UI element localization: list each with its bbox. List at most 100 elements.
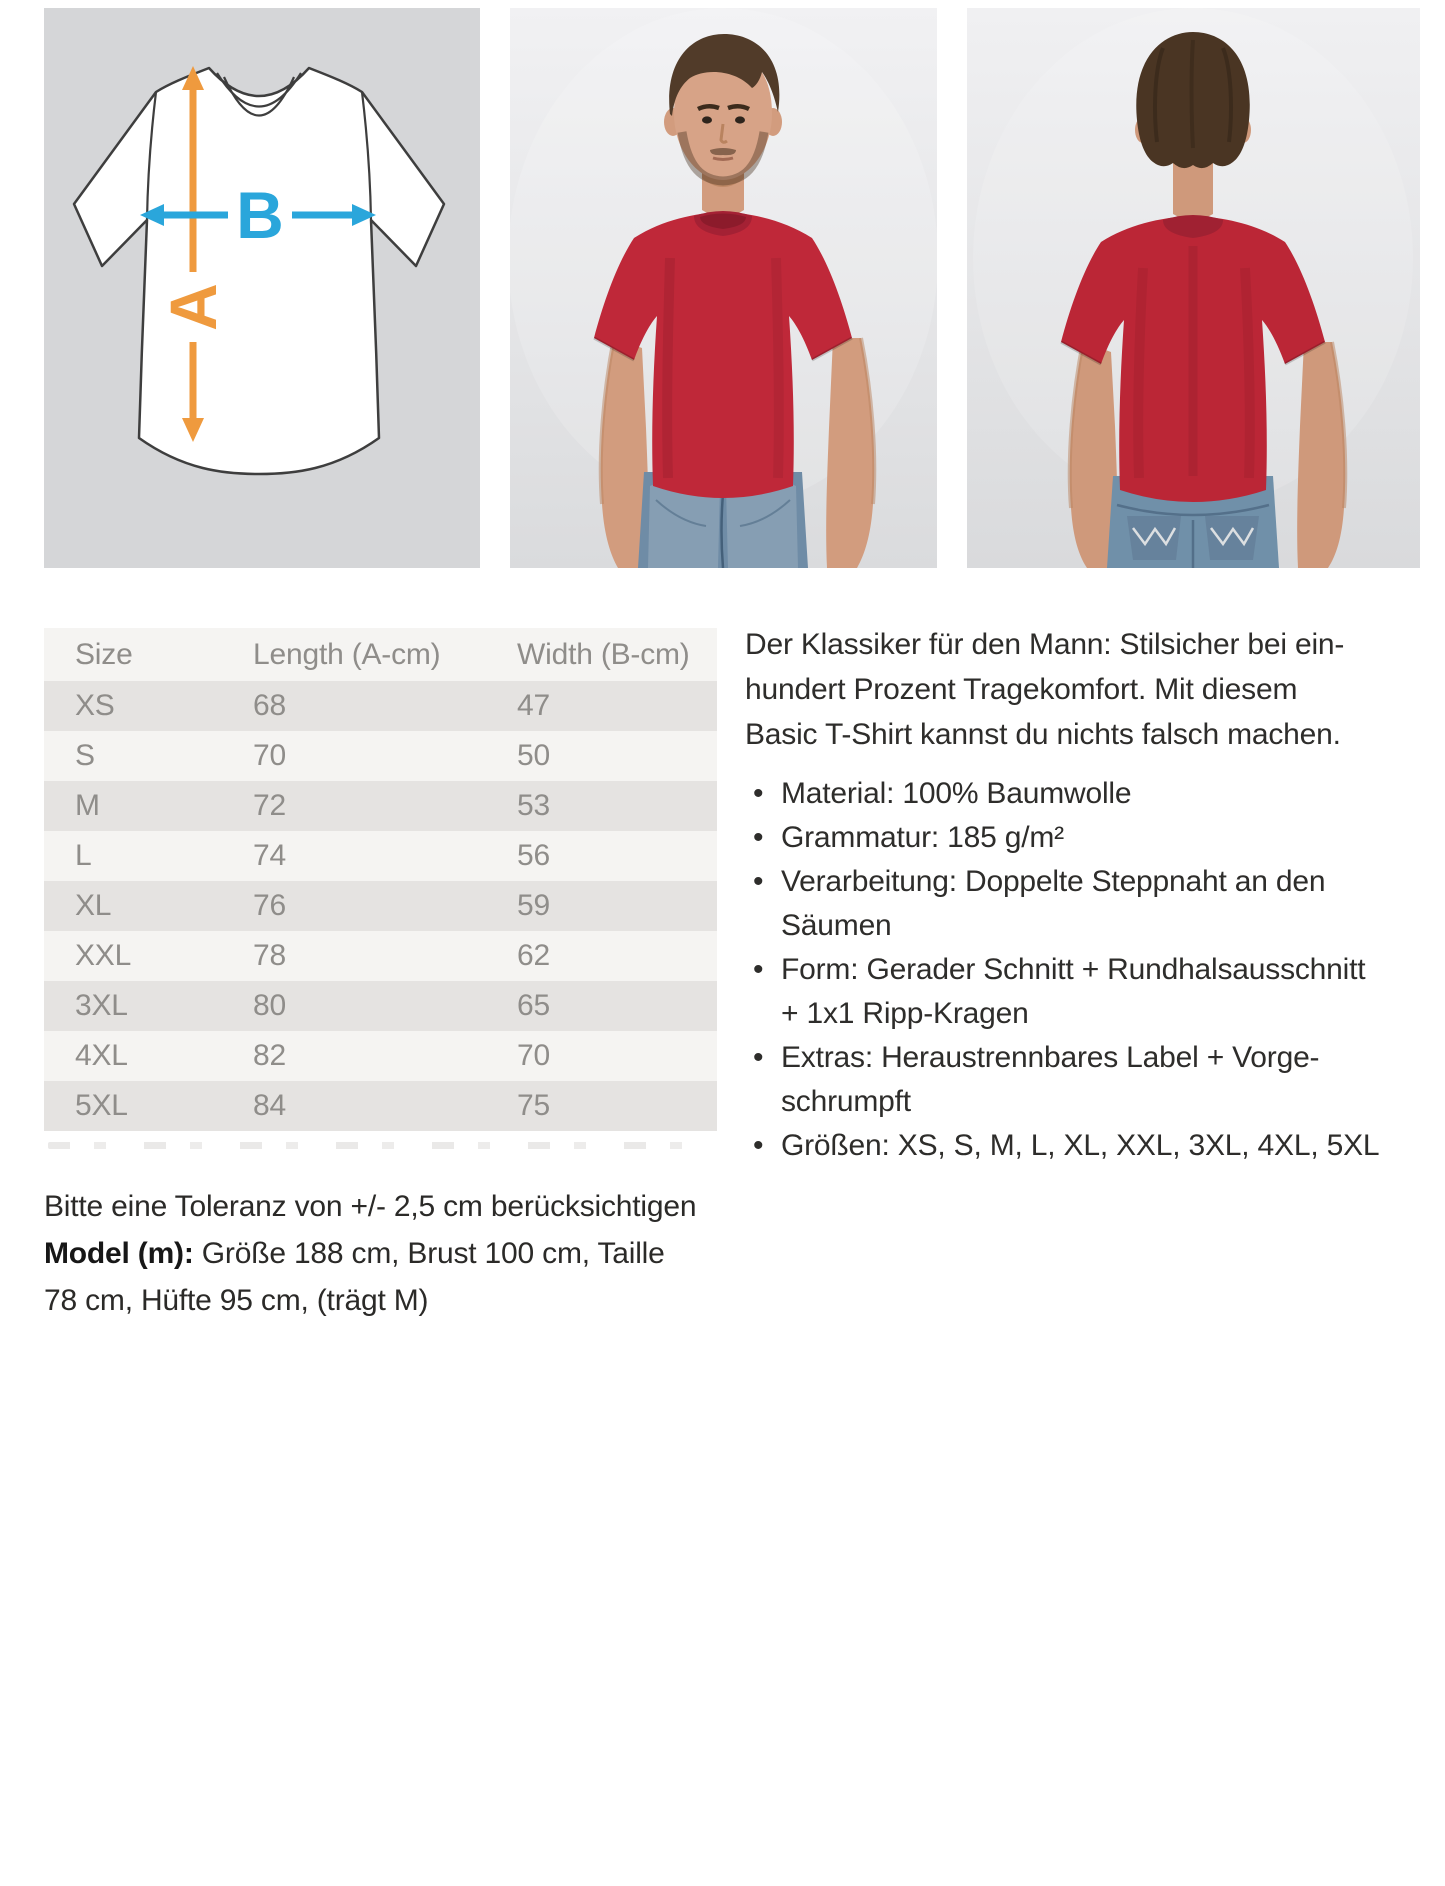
left-sleeve-seam — [145, 91, 158, 221]
arms — [1067, 341, 1348, 568]
column-header-size: Size — [75, 637, 133, 671]
bullet-icon: • — [753, 865, 764, 898]
model-info-line: Model (m): Größe 188 cm, Brust 100 cm, T… — [44, 1230, 744, 1277]
arms — [598, 337, 877, 568]
model-back-photo — [967, 8, 1420, 568]
collar-back — [1163, 215, 1223, 238]
cell-length: 78 — [253, 939, 286, 972]
label-b: B — [236, 178, 284, 252]
bullet-line: Extras: Heraustrennbares Label + Vorge- — [781, 1041, 1320, 1074]
intro-line: Basic T-Shirt kannst du nichts falsch ma… — [745, 718, 1341, 751]
cell-size: XS — [75, 689, 115, 722]
bullet-icon: • — [753, 777, 764, 810]
cell-width: 59 — [517, 889, 550, 922]
model-info-line2: 78 cm, Hüfte 95 cm, (trägt M) — [44, 1284, 429, 1317]
description-intro: Der Klassiker für den Mann: Stilsicher b… — [745, 622, 1445, 757]
cell-length: 70 — [253, 739, 286, 772]
cell-length: 74 — [253, 839, 286, 872]
width-arrow-b: B — [140, 178, 376, 252]
pocket-stitching — [1210, 526, 1255, 547]
table-row: XS 68 47 — [44, 681, 717, 731]
cell-length: 84 — [253, 1089, 286, 1122]
length-arrow-a: A — [156, 66, 230, 442]
intro-line: Der Klassiker für den Mann: Stilsicher b… — [745, 628, 1345, 661]
tolerance-note: Bitte eine Toleranz von +/- 2,5 cm berüc… — [44, 1183, 744, 1324]
bullet-line: Säumen — [781, 909, 892, 942]
neck — [1173, 156, 1213, 220]
bullet-line: Größen: XS, S, M, L, XL, XXL, 3XL, 4XL, … — [781, 1129, 1380, 1162]
tshirt-outline — [72, 66, 446, 476]
cell-size: XXL — [75, 939, 132, 972]
cell-length: 80 — [253, 989, 286, 1022]
list-item-verarbeitung: • Verarbeitung: Doppelte Steppnaht an de… — [745, 860, 1445, 948]
bullet-line: Grammatur: 185 g/m² — [781, 821, 1064, 854]
list-item-material: • Material: 100% Baumwolle — [745, 772, 1445, 816]
table-row: XL 76 59 — [44, 881, 717, 931]
table-row: 4XL 82 70 — [44, 1031, 717, 1081]
cell-length: 72 — [253, 789, 286, 822]
cell-width: 62 — [517, 939, 550, 972]
bullet-icon: • — [753, 821, 764, 854]
cell-size: 4XL — [75, 1039, 128, 1072]
bullet-line: + 1x1 Ripp-Kragen — [781, 997, 1029, 1030]
cell-size: 5XL — [75, 1089, 128, 1122]
feature-list: • Material: 100% Baumwolle • Grammatur: … — [745, 772, 1445, 1168]
right-sleeve-seam — [360, 91, 373, 221]
bullet-icon: • — [753, 1129, 764, 1162]
head-back — [1135, 32, 1251, 169]
beard — [677, 131, 769, 186]
cell-width: 65 — [517, 989, 550, 1022]
intro-line: hundert Prozent Tragekomfort. Mit diesem — [745, 673, 1298, 706]
column-header-length: Length (A-cm) — [253, 637, 441, 671]
table-row: 3XL 80 65 — [44, 981, 717, 1031]
pocket-stitching — [1132, 526, 1177, 547]
model-label: Model (m): — [44, 1237, 194, 1270]
table-row: S 70 50 — [44, 731, 717, 781]
cell-size: XL — [75, 889, 112, 922]
back-pocket — [1127, 516, 1181, 560]
bullet-line: Form: Gerader Schnitt + Rundhalsausschni… — [781, 953, 1366, 986]
model-front-photo — [510, 8, 937, 568]
red-tshirt-front — [593, 211, 853, 498]
table-row: L 74 56 — [44, 831, 717, 881]
column-header-width: Width (B-cm) — [517, 637, 690, 671]
cell-width: 50 — [517, 739, 550, 772]
label-a: A — [156, 283, 230, 331]
bullet-line: Material: 100% Baumwolle — [781, 777, 1132, 810]
bullet-icon: • — [753, 1041, 764, 1074]
measurement-diagram-panel: A B — [44, 8, 480, 568]
cell-width: 56 — [517, 839, 550, 872]
hair-back — [1136, 32, 1250, 162]
cell-length: 76 — [253, 889, 286, 922]
table-header-row: Size Length (A-cm) Width (B-cm) — [44, 628, 717, 681]
cell-width: 75 — [517, 1089, 550, 1122]
table-row: XXL 78 62 — [44, 931, 717, 981]
size-table: Size Length (A-cm) Width (B-cm) XS 68 47… — [44, 628, 717, 1131]
cell-width: 53 — [517, 789, 550, 822]
cell-size: M — [75, 789, 100, 822]
collar-inner-line — [216, 72, 302, 108]
cropped-text-artifact — [48, 1142, 696, 1149]
table-row: M 72 53 — [44, 781, 717, 831]
hair — [669, 34, 780, 116]
cell-size: S — [75, 739, 95, 772]
cell-size: 3XL — [75, 989, 128, 1022]
cell-size: L — [75, 839, 92, 872]
tolerance-line: Bitte eine Toleranz von +/- 2,5 cm berüc… — [44, 1190, 697, 1223]
cell-width: 70 — [517, 1039, 550, 1072]
head — [664, 34, 782, 186]
model-back-illustration — [967, 8, 1420, 568]
red-tshirt-back — [1060, 215, 1326, 502]
list-item-form: • Form: Gerader Schnitt + Rundhalsaussch… — [745, 948, 1445, 1036]
product-description: Der Klassiker für den Mann: Stilsicher b… — [745, 622, 1445, 1168]
bullet-icon: • — [753, 953, 764, 986]
back-pocket — [1205, 516, 1259, 560]
table-row: 5XL 84 75 — [44, 1081, 717, 1131]
cell-width: 47 — [517, 689, 550, 722]
collar-stitch-line — [222, 76, 296, 117]
tshirt-measurement-diagram: A B — [72, 66, 446, 476]
list-item-grammatur: • Grammatur: 185 g/m² — [745, 816, 1445, 860]
jeans-back — [1107, 476, 1279, 568]
list-item-groessen: • Größen: XS, S, M, L, XL, XXL, 3XL, 4XL… — [745, 1124, 1445, 1168]
